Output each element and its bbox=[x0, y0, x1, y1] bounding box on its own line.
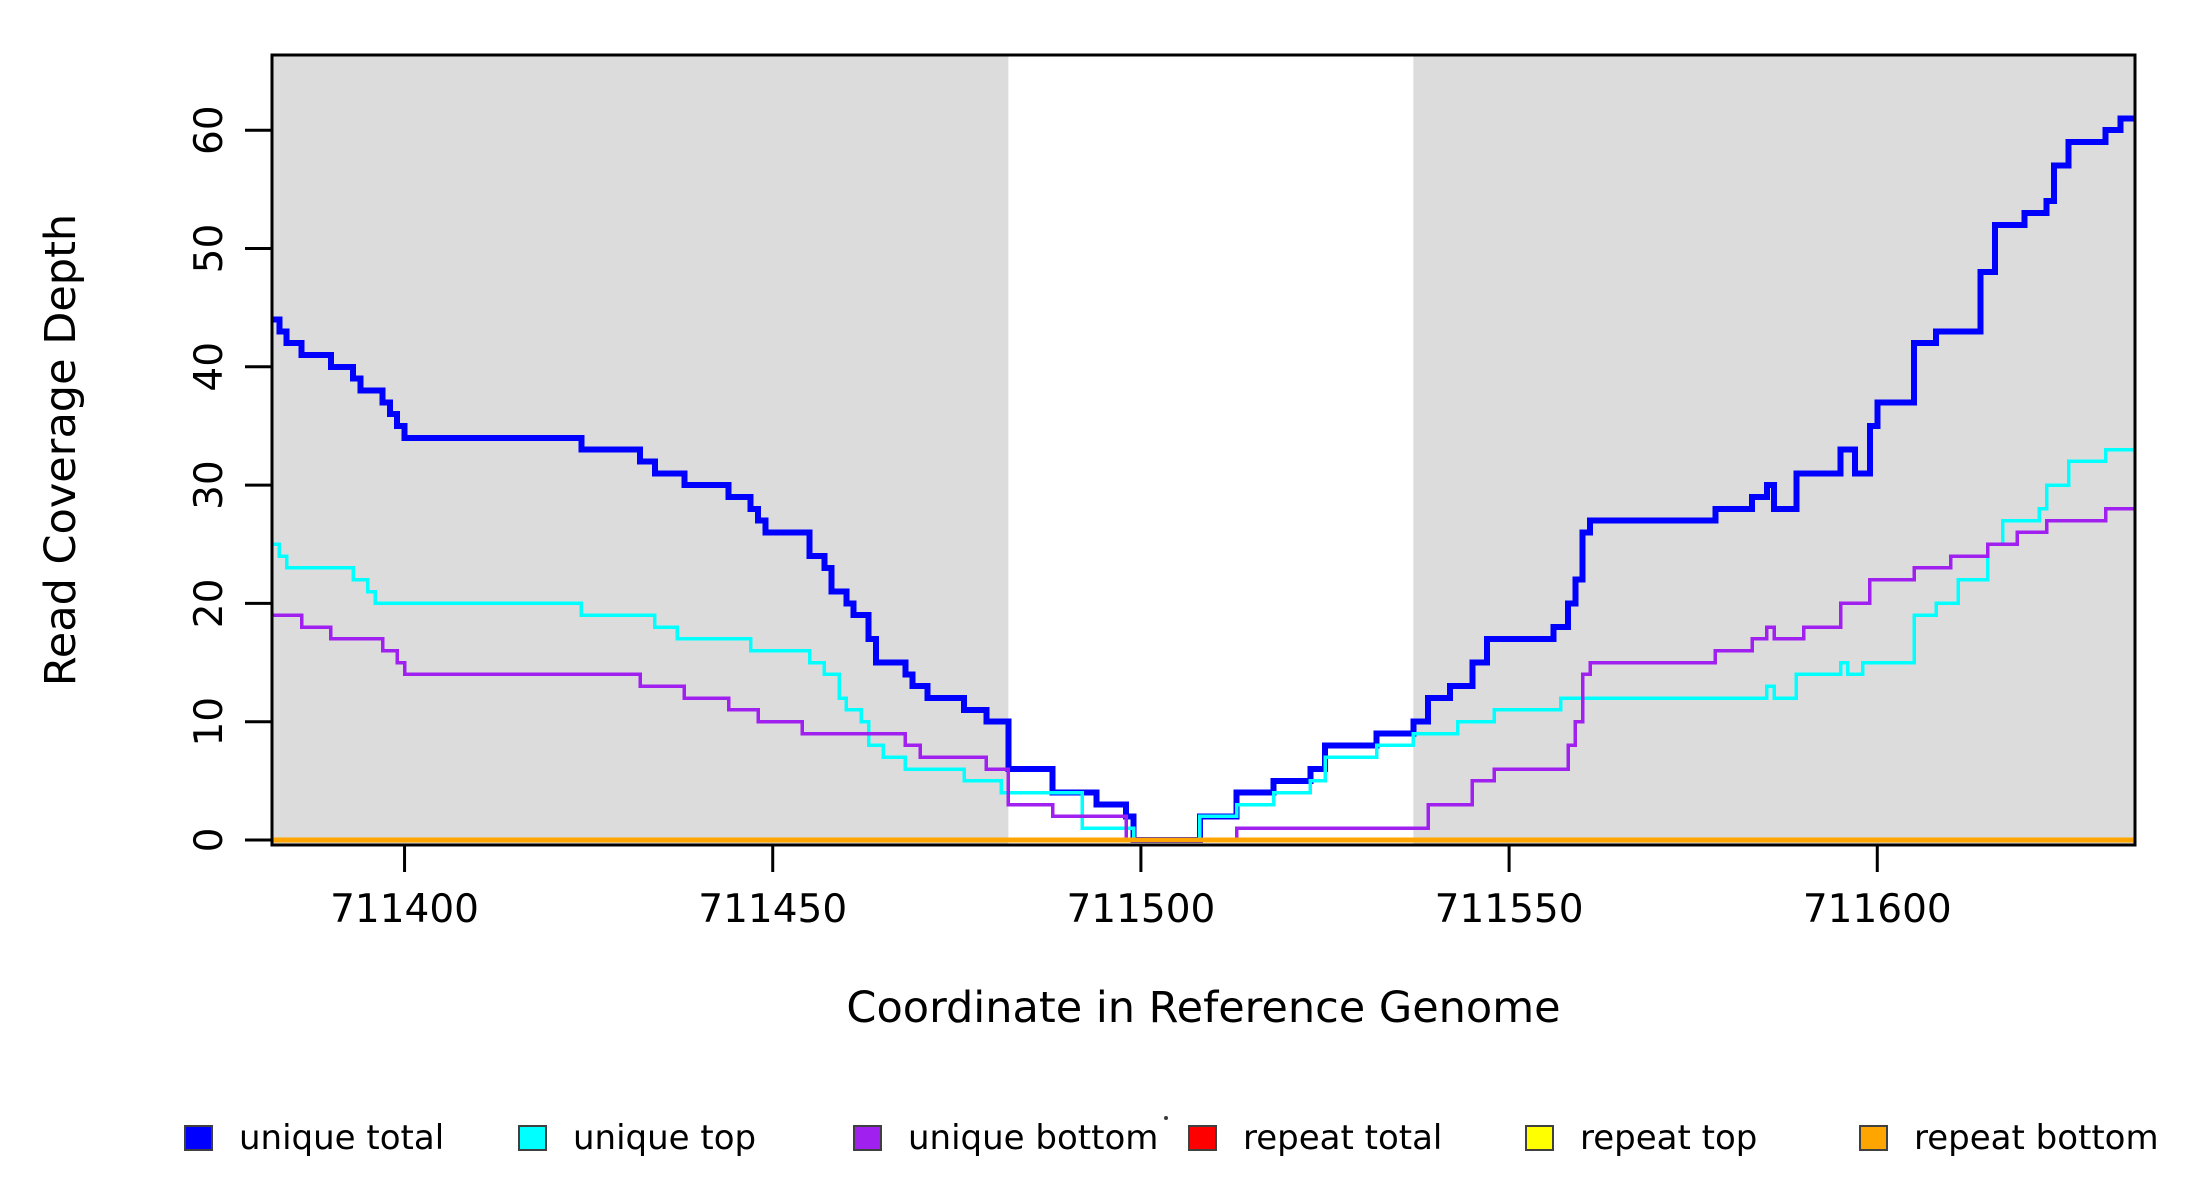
x-axis-title: Coordinate in Reference Genome bbox=[846, 983, 1560, 1033]
legend-swatch-unique-bottom bbox=[853, 1125, 882, 1151]
legend-item-repeat-bottom: repeat bottom bbox=[1859, 1118, 2159, 1158]
legend-label-unique-bottom: unique bottom bbox=[908, 1118, 1159, 1158]
y-tick-label-10: 10 bbox=[187, 697, 232, 747]
y-tick-label-0: 0 bbox=[187, 828, 232, 853]
y-tick-label-50: 50 bbox=[187, 224, 232, 274]
legend-label-repeat-bottom: repeat bottom bbox=[1914, 1118, 2159, 1158]
x-tick-label-711600: 711600 bbox=[1803, 887, 1952, 932]
y-tick-label-60: 60 bbox=[187, 105, 232, 155]
legend-swatch-repeat-top bbox=[1525, 1125, 1554, 1151]
x-tick-label-711550: 711550 bbox=[1435, 887, 1584, 932]
legend-swatch-unique-total bbox=[184, 1125, 213, 1151]
legend-swatch-repeat-total bbox=[1188, 1125, 1217, 1151]
legend-item-unique-total: unique total bbox=[184, 1118, 444, 1158]
plot-border bbox=[270, 53, 2137, 847]
legend-item-repeat-total: repeat total bbox=[1188, 1118, 1442, 1158]
legend-item-repeat-top: repeat top bbox=[1525, 1118, 1757, 1158]
legend-label-repeat-total: repeat total bbox=[1243, 1118, 1443, 1158]
stray-mark bbox=[1164, 1116, 1168, 1120]
legend-swatch-unique-top bbox=[518, 1125, 547, 1151]
series-unique-top-line bbox=[272, 447, 2135, 842]
legend-swatch-repeat-bottom bbox=[1859, 1125, 1888, 1151]
shaded-region-2 bbox=[1413, 55, 2135, 845]
legend-label-unique-total: unique total bbox=[239, 1118, 445, 1158]
x-tick-label-711400: 711400 bbox=[330, 887, 479, 932]
legend-label-unique-top: unique top bbox=[573, 1118, 757, 1158]
legend-item-unique-top: unique top bbox=[518, 1118, 756, 1158]
series-unique-bottom-line bbox=[272, 507, 2135, 842]
legend-label-repeat-top: repeat top bbox=[1580, 1118, 1758, 1158]
x-tick-label-711500: 711500 bbox=[1066, 887, 1215, 932]
y-tick-label-20: 20 bbox=[187, 579, 232, 629]
y-axis-title: Read Coverage Depth bbox=[36, 214, 86, 686]
legend-item-unique-bottom: unique bottom bbox=[853, 1118, 1158, 1158]
x-tick-label-711450: 711450 bbox=[698, 887, 847, 932]
y-tick-label-40: 40 bbox=[187, 342, 232, 392]
y-tick-label-30: 30 bbox=[187, 460, 232, 510]
